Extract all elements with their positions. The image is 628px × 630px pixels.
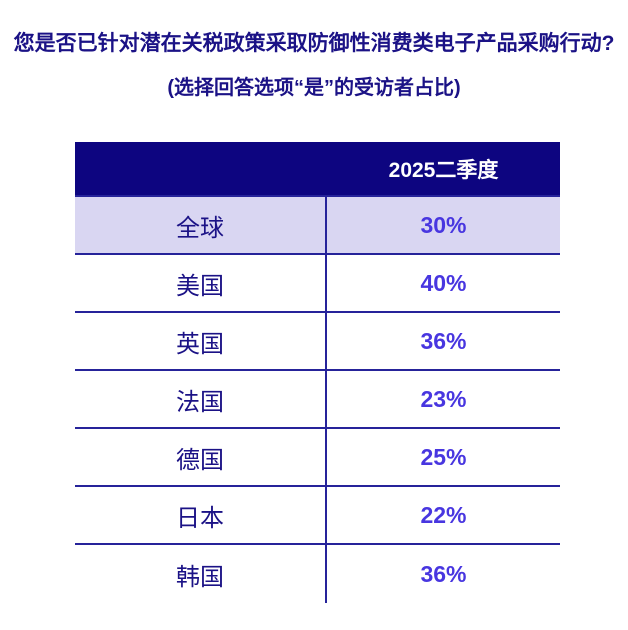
row-value: 36%	[420, 327, 467, 354]
header-value-column: 2025二季度	[388, 158, 499, 182]
row-label: 德国	[75, 429, 327, 485]
row-label: 美国	[75, 255, 327, 311]
survey-results-table: 2025二季度 全球 30% 美国 40% 英国 36% 法国 23% 德国 2…	[75, 142, 560, 603]
row-label: 英国	[75, 313, 327, 369]
table-row-uk: 英国 36%	[75, 313, 560, 371]
table-row-japan: 日本 22%	[75, 487, 560, 545]
row-value: 23%	[420, 385, 467, 412]
table-row-france: 法国 23%	[75, 371, 560, 429]
page-subtitle: (选择回答选项“是”的受访者占比)	[167, 77, 461, 99]
table-row-korea: 韩国 36%	[75, 545, 560, 603]
row-label: 日本	[75, 487, 327, 543]
table-row-global: 全球 30%	[75, 197, 560, 255]
row-value: 25%	[420, 443, 467, 470]
row-value: 36%	[420, 560, 467, 587]
table-header-row: 2025二季度	[75, 142, 560, 197]
row-label: 韩国	[75, 545, 327, 603]
row-label: 法国	[75, 371, 327, 427]
table-row-germany: 德国 25%	[75, 429, 560, 487]
row-value: 40%	[420, 269, 467, 296]
row-value: 30%	[420, 211, 467, 238]
row-label: 全球	[75, 197, 327, 253]
row-value: 22%	[420, 501, 467, 528]
page-title: 您是否已针对潜在关税政策采取防御性消费类电子产品采购行动?	[13, 32, 615, 55]
table-row-us: 美国 40%	[75, 255, 560, 313]
header-label-column	[75, 142, 327, 195]
